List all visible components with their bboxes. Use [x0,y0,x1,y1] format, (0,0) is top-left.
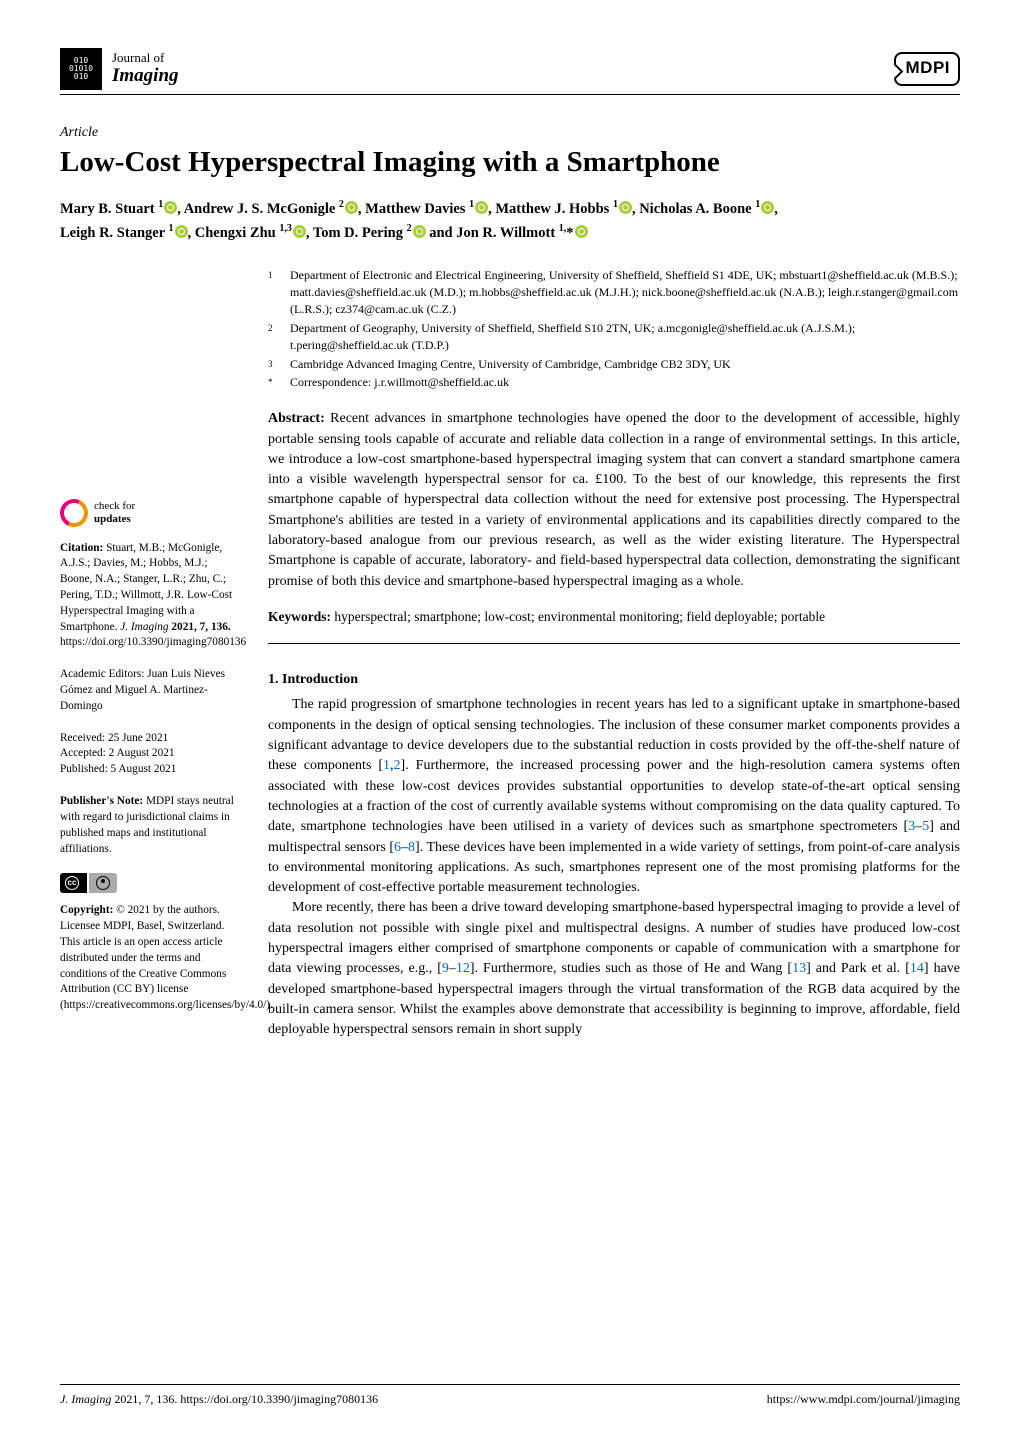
affiliation-text: Department of Electronic and Electrical … [290,267,960,319]
affiliation-num: 1 [268,267,280,319]
check-for-updates-link[interactable]: check for updates [60,499,238,527]
affiliations-block: 1 Department of Electronic and Electrica… [268,267,960,392]
date-accepted: Accepted: 2 August 2021 [60,746,238,762]
affiliation-text: Cambridge Advanced Imaging Centre, Unive… [290,356,960,373]
citation-label: Citation: [60,542,103,554]
affiliation-row: * Correspondence: j.r.willmott@sheffield… [268,374,960,391]
affiliation-row: 2 Department of Geography, University of… [268,320,960,355]
cc-license-badge[interactable]: cc [60,873,238,893]
citation-doi[interactable]: https://doi.org/10.3390/jimaging7080136 [60,636,246,648]
keywords-text: hyperspectral; smartphone; low-cost; env… [334,609,825,624]
affiliation-num: 3 [268,356,280,373]
mdpi-logo-icon: MDPI [894,52,961,86]
journal-of-label: Journal of [112,51,179,65]
correspondence-text: Correspondence: j.r.willmott@sheffield.a… [290,374,960,391]
section-heading: 1. Introduction [268,670,960,690]
keywords-block: Keywords: hyperspectral; smartphone; low… [268,608,960,644]
by-icon [89,873,117,893]
paragraph-2: More recently, there has been a drive to… [268,898,960,1040]
page-header: 010 01010 010 Journal of Imaging MDPI [60,48,960,95]
footer-journal: J. Imaging [60,1392,111,1406]
sidebar: check for updates Citation: Stuart, M.B.… [60,267,238,1041]
abstract-label: Abstract: [268,411,325,426]
copyright-text: © 2021 by the authors. Licensee MDPI, Ba… [60,904,273,1011]
paragraph-1: The rapid progression of smartphone tech… [268,695,960,898]
check-line1: check for [94,500,135,512]
article-title: Low-Cost Hyperspectral Imaging with a Sm… [60,145,960,180]
citation-block: Citation: Stuart, M.B.; McGonigle, A.J.S… [60,541,238,652]
check-line2: updates [94,513,135,525]
main-column: 1 Department of Electronic and Electrica… [268,267,960,1041]
footer-right[interactable]: https://www.mdpi.com/journal/jimaging [767,1391,960,1408]
abstract-block: Abstract: Recent advances in smartphone … [268,409,960,592]
copyright-label: Copyright: [60,904,113,916]
article-type-label: Article [60,123,960,143]
cc-icon: cc [60,873,87,893]
keywords-label: Keywords: [268,609,331,624]
body-text: The rapid progression of smartphone tech… [268,695,960,1040]
publishers-note-block: Publisher's Note: MDPI stays neutral wit… [60,794,238,857]
citation-year-vol: 2021, 7, 136. [171,621,230,633]
journal-logo-icon: 010 01010 010 [60,48,102,90]
affiliation-row: 3 Cambridge Advanced Imaging Centre, Uni… [268,356,960,373]
affiliation-num: 2 [268,320,280,355]
affiliation-text: Department of Geography, University of S… [290,320,960,355]
footer-left: J. Imaging 2021, 7, 136. https://doi.org… [60,1391,378,1408]
date-published: Published: 5 August 2021 [60,762,238,778]
authors-line-1: Mary B. Stuart 1, Andrew J. S. McGonigle… [60,197,960,221]
citation-journal: J. Imaging [120,621,168,633]
journal-name: Imaging [112,66,179,87]
correspondence-marker: * [268,374,280,391]
abstract-text: Recent advances in smartphone technologi… [268,411,960,588]
crossref-check-icon [60,499,88,527]
check-updates-text: check for updates [94,500,135,524]
page-footer: J. Imaging 2021, 7, 136. https://doi.org… [60,1384,960,1408]
date-received: Received: 25 June 2021 [60,731,238,747]
citation-text: Stuart, M.B.; McGonigle, A.J.S.; Davies,… [60,542,232,633]
dates-block: Received: 25 June 2021 Accepted: 2 Augus… [60,731,238,778]
copyright-block: Copyright: © 2021 by the authors. Licens… [60,903,238,1014]
journal-title-block: Journal of Imaging [112,51,179,86]
editors-block: Academic Editors: Juan Luis Nieves Gómez… [60,667,238,714]
authors-line-2: Leigh R. Stanger 1, Chengxi Zhu 1,3, Tom… [60,221,960,245]
footer-left-rest: 2021, 7, 136. https://doi.org/10.3390/ji… [111,1392,378,1406]
pubnote-label: Publisher's Note: [60,795,143,807]
authors-block: Mary B. Stuart 1, Andrew J. S. McGonigle… [60,197,960,244]
journal-block: 010 01010 010 Journal of Imaging [60,48,179,90]
affiliation-row: 1 Department of Electronic and Electrica… [268,267,960,319]
